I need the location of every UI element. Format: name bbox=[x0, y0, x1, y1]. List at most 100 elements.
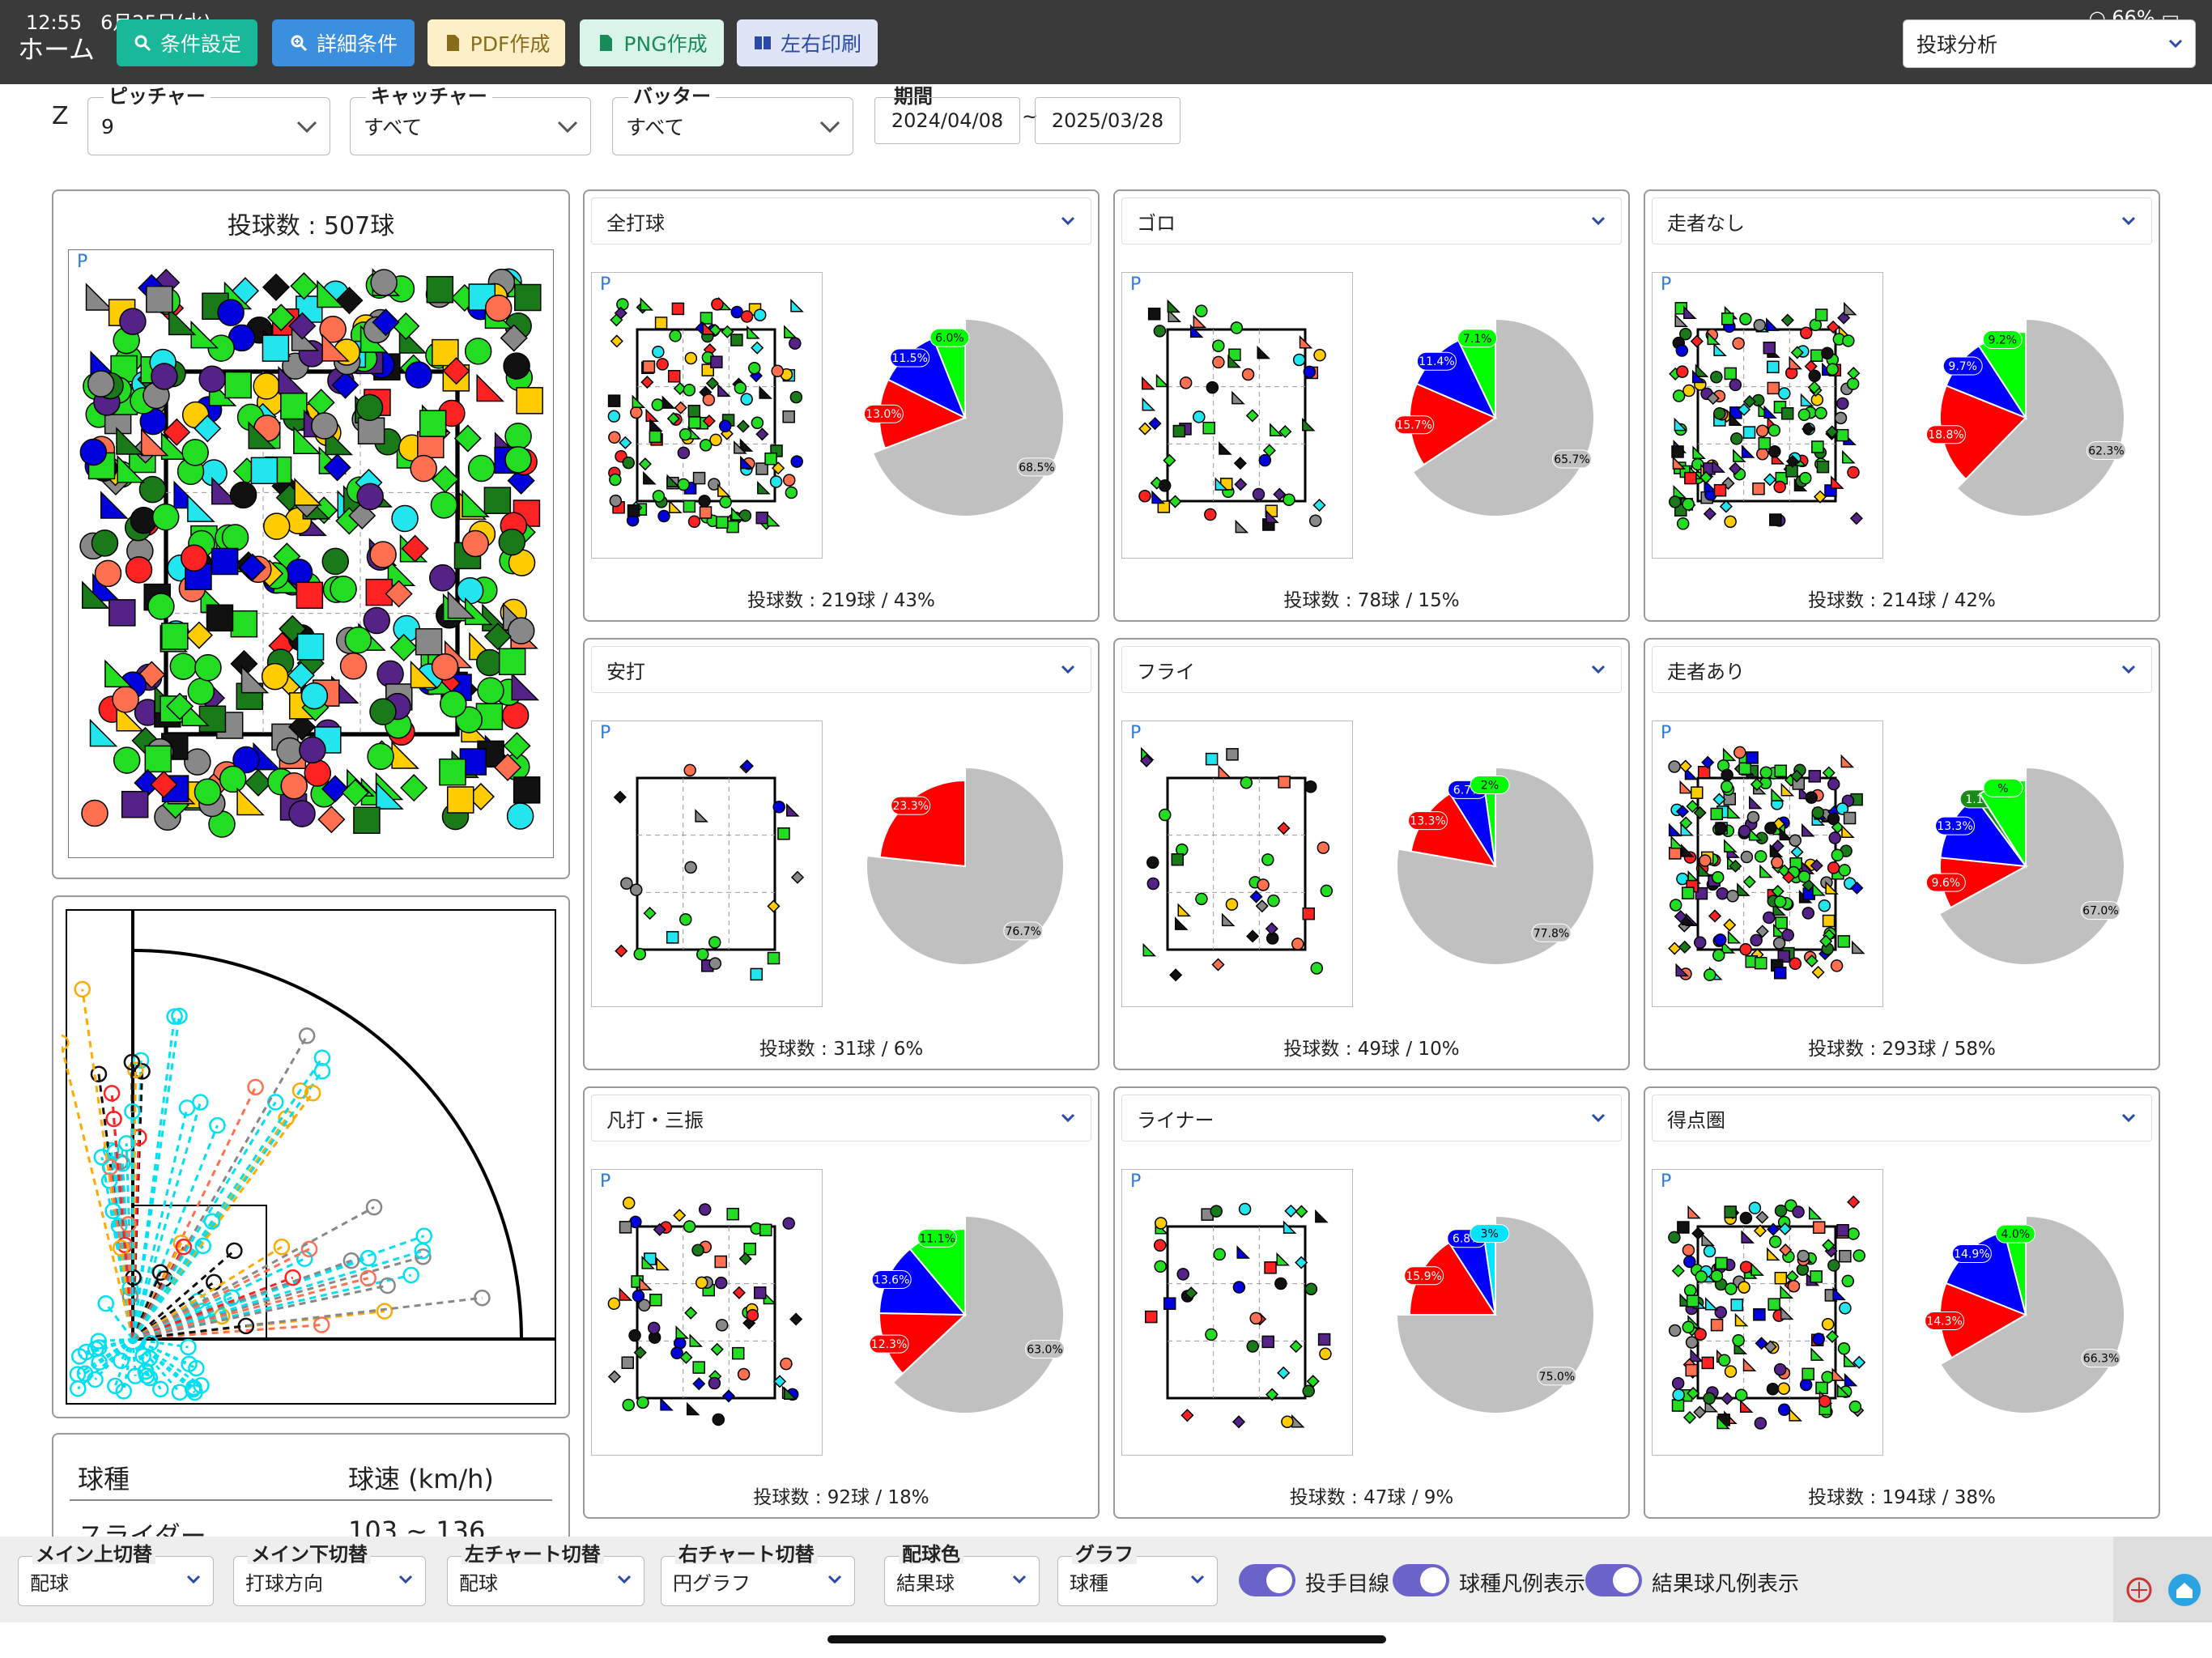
print-button[interactable]: 左右印刷 bbox=[737, 19, 878, 66]
pitch-marker bbox=[607, 410, 621, 423]
card-filter-select[interactable]: 得点圏 bbox=[1652, 1095, 2152, 1141]
card-filter-select[interactable]: ライナー bbox=[1121, 1095, 1622, 1141]
bottom-select[interactable]: 球種 bbox=[1057, 1556, 1218, 1606]
bottom-select[interactable]: 結果球 bbox=[884, 1556, 1040, 1606]
pitch-marker bbox=[1771, 856, 1784, 869]
pitch-marker bbox=[181, 544, 208, 572]
pitch-marker bbox=[1714, 1306, 1727, 1319]
batted-ball-line bbox=[113, 1118, 134, 1340]
bottom-select[interactable]: 打球方向 bbox=[233, 1556, 426, 1606]
catcher-select[interactable]: すべて bbox=[350, 97, 591, 155]
batted-ball-line bbox=[130, 1111, 134, 1340]
pitch-marker bbox=[1678, 940, 1691, 954]
pitch-marker bbox=[1742, 1358, 1757, 1371]
pitch-marker bbox=[696, 948, 709, 961]
pitch-marker bbox=[1807, 380, 1821, 394]
period-to-input[interactable]: 2025/03/28 bbox=[1035, 97, 1180, 144]
pitch-marker bbox=[1767, 1222, 1780, 1236]
card-filter-select[interactable]: 凡打・三振 bbox=[591, 1095, 1091, 1141]
pitch-marker bbox=[702, 393, 716, 406]
pitch-marker bbox=[1740, 850, 1754, 864]
batted-ball-marker bbox=[105, 1110, 122, 1128]
card-filter-select[interactable]: 安打 bbox=[591, 646, 1091, 693]
pitch-marker bbox=[621, 1356, 634, 1369]
pitch-marker bbox=[372, 308, 400, 337]
pitch-marker bbox=[641, 1256, 656, 1269]
pitcher-view-toggle[interactable] bbox=[1239, 1564, 1295, 1596]
pitch-marker bbox=[1317, 1333, 1331, 1346]
chevron-down-icon bbox=[2121, 216, 2136, 226]
batted-ball-marker bbox=[474, 1289, 491, 1307]
condition-button[interactable]: 条件設定 bbox=[117, 19, 257, 66]
pitch-marker bbox=[1302, 417, 1316, 432]
chevron-down-icon bbox=[398, 1575, 413, 1584]
detail-condition-button[interactable]: 詳細条件 bbox=[272, 19, 415, 66]
pitch-marker bbox=[1261, 853, 1274, 866]
pitch-marker bbox=[1218, 764, 1232, 779]
pitch-marker bbox=[622, 1398, 635, 1412]
pitch-marker bbox=[691, 1244, 704, 1256]
pitch-marker bbox=[353, 806, 381, 835]
home-link[interactable]: ホーム bbox=[18, 34, 96, 65]
pitch-marker bbox=[1671, 1399, 1685, 1412]
pitch-marker bbox=[782, 474, 796, 487]
pitch-marker bbox=[677, 446, 691, 460]
mode-select[interactable]: 投球分析 bbox=[1903, 19, 2196, 68]
pitch-marker bbox=[1283, 1220, 1297, 1234]
pitch-marker bbox=[1753, 1224, 1767, 1238]
png-button[interactable]: PNG作成 bbox=[580, 19, 724, 66]
pitch-marker bbox=[698, 1203, 712, 1216]
card-filter-select[interactable]: 走者あり bbox=[1652, 646, 2152, 693]
card-pitch-scatter bbox=[1669, 301, 1863, 530]
batted-ball-marker bbox=[298, 1027, 316, 1044]
pitch-marker bbox=[87, 370, 115, 397]
pitch-marker bbox=[1838, 864, 1851, 877]
pitch-marker bbox=[1266, 509, 1279, 524]
result-card: ゴロ P 65.7% 15.7% 11.4% 7.1% 投球数 : 78球 / 15% bbox=[1113, 189, 1630, 622]
card-filter-select[interactable]: 全打球 bbox=[591, 198, 1091, 244]
batter-select[interactable]: すべて bbox=[612, 97, 853, 155]
pitcher-select[interactable]: 9 bbox=[87, 97, 330, 155]
period-from-input[interactable]: 2024/04/08 bbox=[874, 97, 1020, 144]
pitch-marker bbox=[734, 381, 747, 394]
result-legend-toggle[interactable] bbox=[1585, 1564, 1642, 1596]
pie-label-badge bbox=[890, 348, 930, 368]
pitch-marker bbox=[1211, 958, 1225, 971]
batted-ball-marker bbox=[194, 1237, 211, 1255]
pie-label: % bbox=[1997, 782, 2008, 795]
pitch-marker bbox=[1694, 936, 1707, 950]
pitch-scatter bbox=[79, 268, 543, 838]
pitch-marker bbox=[1754, 1417, 1767, 1430]
pitch-marker bbox=[1805, 954, 1819, 968]
chevron-down-icon bbox=[1591, 665, 1606, 674]
pitch-marker bbox=[1763, 341, 1776, 355]
pitch-marker bbox=[643, 470, 657, 485]
batted-ball-line bbox=[132, 1337, 189, 1349]
card-filter-select[interactable]: フライ bbox=[1121, 646, 1622, 693]
pitch-marker bbox=[1827, 1259, 1840, 1272]
pitch-marker bbox=[356, 483, 384, 511]
card-filter-select[interactable]: ゴロ bbox=[1121, 198, 1622, 244]
pitch-marker bbox=[1695, 363, 1709, 377]
pitch-marker bbox=[1789, 957, 1802, 971]
pitch-marker bbox=[1676, 517, 1690, 530]
card-filter-select[interactable]: 走者なし bbox=[1652, 198, 2152, 244]
pitch-marker bbox=[1827, 320, 1840, 334]
bottom-select[interactable]: 円グラフ bbox=[661, 1556, 855, 1606]
pitch-marker bbox=[1778, 1222, 1792, 1235]
pitch-marker bbox=[1825, 1329, 1840, 1343]
pitch-marker bbox=[1193, 410, 1206, 423]
pitch-marker bbox=[1682, 1244, 1695, 1257]
pitch-marker bbox=[730, 507, 745, 521]
pitch-marker bbox=[206, 604, 234, 632]
pitch-marker bbox=[504, 423, 532, 450]
pitch-legend-toggle[interactable] bbox=[1393, 1564, 1449, 1596]
catcher-label: キャッチャー bbox=[366, 86, 492, 107]
pdf-button[interactable]: PDF作成 bbox=[428, 19, 565, 66]
pitch-marker bbox=[1695, 1270, 1708, 1283]
result-card: 凡打・三振 P 63.0% 12.3% 13.6% 11.1% 投球数 : 92球 /… bbox=[583, 1086, 1100, 1519]
pitch-marker bbox=[638, 457, 652, 471]
pitch-marker bbox=[238, 553, 266, 581]
pitch-marker bbox=[1792, 1205, 1805, 1218]
home-icon[interactable] bbox=[2167, 1572, 2202, 1608]
